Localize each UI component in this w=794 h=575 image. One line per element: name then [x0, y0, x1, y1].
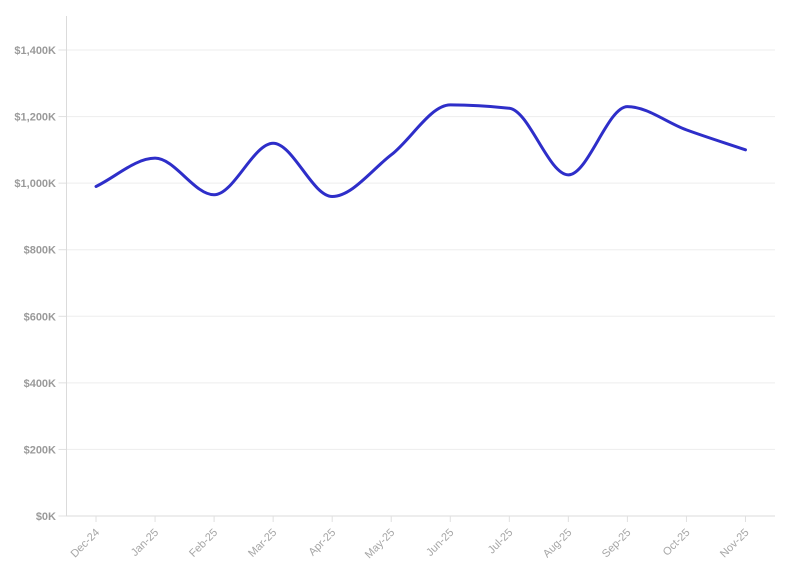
- data-series-line: [94, 103, 747, 198]
- x-axis-label: Apr-25: [306, 527, 338, 559]
- y-axis-label: $600K: [24, 311, 56, 323]
- x-axis-label: Jan-25: [129, 527, 161, 559]
- y-axis-label: $1,000K: [14, 178, 56, 190]
- x-axis-label: Dec-24: [69, 527, 103, 561]
- x-axis-label: Mar-25: [246, 527, 279, 560]
- y-axis-label: $1,400K: [14, 45, 56, 57]
- y-axis-label: $800K: [24, 245, 56, 257]
- x-axis-label: Sep-25: [600, 527, 634, 561]
- x-axis-label: May-25: [363, 527, 397, 561]
- y-axis-label: $200K: [24, 444, 56, 456]
- x-axis-label: Oct-25: [661, 527, 693, 559]
- x-axis-label: Feb-25: [187, 527, 220, 560]
- y-axis-label: $0K: [36, 511, 56, 523]
- x-axis-label: Aug-25: [541, 527, 575, 561]
- x-axis-label: Jul-25: [486, 527, 516, 557]
- x-axis-label: Nov-25: [718, 527, 752, 561]
- y-axis-label: $400K: [24, 378, 56, 390]
- y-axis-label: $1,200K: [14, 112, 56, 124]
- x-axis-label: Jun-25: [424, 527, 456, 559]
